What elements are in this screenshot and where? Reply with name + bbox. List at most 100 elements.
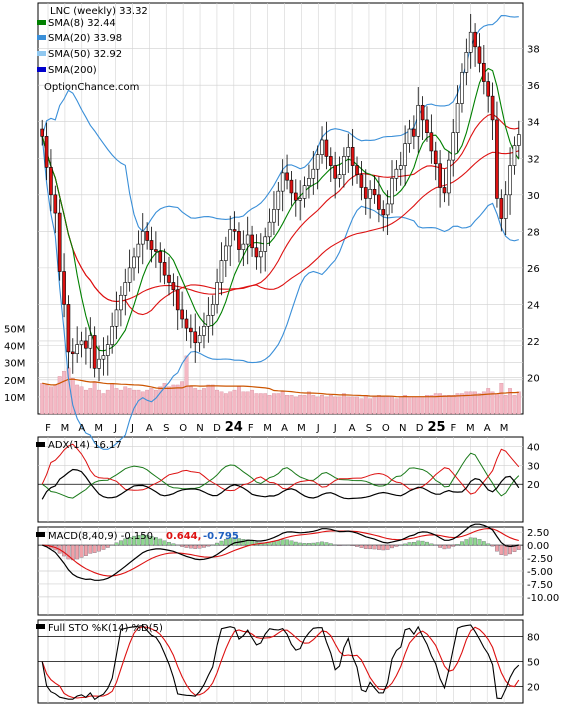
macd-histogram-bar (62, 544, 66, 557)
sma8-line (41, 67, 520, 352)
candle-body (442, 187, 447, 194)
macd-histogram-bar (429, 543, 434, 546)
volume-bar (228, 391, 233, 415)
candle-body (394, 168, 399, 179)
sto-k-line (41, 624, 520, 701)
candle-body (285, 172, 289, 181)
volume-bar (289, 395, 294, 415)
candle-body (140, 231, 145, 245)
macd-histogram-bar (390, 544, 394, 549)
macd-histogram-bar (285, 539, 289, 546)
macd-histogram-bar (105, 544, 110, 548)
volume-bar (254, 393, 259, 415)
macd-histogram-bar (202, 544, 206, 548)
sto-legend: Full STO %K(14) %D(5) (36, 623, 163, 634)
candle-body (219, 260, 224, 283)
candle-body (355, 165, 359, 176)
candle-body (438, 163, 442, 188)
candle-body (136, 243, 141, 258)
volume-bar (394, 398, 399, 415)
candle-body (75, 344, 79, 355)
candle-body (359, 174, 364, 188)
macd-histogram-bar (114, 542, 119, 546)
candle-body (363, 187, 368, 199)
adx-minus-di-line (41, 443, 520, 495)
macd-histogram-bar (455, 544, 460, 546)
macd-histogram-bar (311, 542, 316, 546)
volume-bar (298, 395, 303, 415)
adx-tick-label: 40 (527, 442, 540, 453)
candle-body (403, 143, 407, 166)
macd-histogram-bar (193, 544, 198, 549)
macd-histogram-bar (162, 540, 167, 546)
volume-bar (49, 386, 53, 415)
volume-bar (193, 388, 198, 415)
macd-hist-value: -0.795 (203, 531, 239, 542)
candle-body (189, 327, 193, 333)
volume-bar (398, 396, 403, 415)
adx-tick-label: 20 (527, 480, 540, 491)
legend-swatch-sma20 (37, 35, 46, 40)
macd-histogram-bar (320, 541, 324, 546)
candle-body (377, 194, 381, 210)
adx-line (41, 468, 520, 500)
candle-body (368, 189, 372, 199)
volume-bar (420, 396, 425, 415)
macd-tick-label: 2.50 (527, 528, 549, 539)
x-tick-label: F (45, 423, 51, 434)
volume-bar (114, 388, 119, 415)
volume-bar (455, 393, 460, 415)
macd-histogram-bar (245, 539, 250, 546)
macd-histogram-bar (438, 544, 443, 548)
candle-body (516, 134, 521, 146)
price-panel-frame (37, 2, 524, 415)
x-tick-label: M (297, 423, 306, 434)
candle-body (416, 104, 421, 137)
legend-sma200: SMA(200) (48, 65, 97, 76)
macd-histogram-bar (158, 538, 163, 546)
macd-histogram-bar (302, 543, 307, 546)
x-tick-label: A (484, 423, 491, 434)
volume-bar (302, 395, 307, 415)
price-tick-label: 20 (527, 373, 540, 384)
volume-bar (486, 388, 491, 415)
candle-body (66, 304, 71, 353)
x-tick-label: J (113, 423, 117, 434)
volume-bar (468, 391, 473, 415)
candle-body (53, 194, 58, 214)
volume-bar (127, 388, 132, 415)
macd-histogram-bar (84, 544, 88, 556)
candle-body (184, 318, 189, 329)
candle-body (162, 262, 167, 276)
candle-body (254, 247, 259, 258)
grid-lines (38, 3, 523, 703)
candle-body (276, 190, 281, 210)
macd-histogram-bar (123, 538, 128, 546)
macd-histogram-bar (403, 543, 408, 546)
volume-bar (508, 388, 512, 415)
candle-body (228, 229, 233, 247)
candle-body (193, 331, 198, 344)
macd-histogram-bar (75, 544, 80, 560)
macd-histogram-bar (381, 544, 386, 551)
candle-body (429, 132, 434, 152)
candle-body (477, 46, 482, 64)
price-legend: LNC (weekly) 33.32 SMA(8) 32.44 SMA(20) … (37, 6, 148, 93)
adx-title: ADX(14) 16.17 (48, 440, 122, 451)
volume-bar (464, 391, 469, 415)
macd-signal-line (42, 528, 519, 577)
volume-bar (446, 395, 451, 415)
macd-title: MACD(8,40,9) -0.150, (48, 531, 156, 542)
candle-body (232, 229, 237, 232)
volume-bar (136, 389, 141, 415)
volume-bar (175, 384, 180, 415)
candle-body (473, 31, 477, 48)
macd-histogram-bar (477, 539, 482, 546)
volume-bar (180, 381, 185, 415)
legend-swatch-sma50 (37, 51, 46, 56)
macd-histogram-bar (394, 544, 399, 547)
candle-body (320, 139, 324, 155)
volume-bar (44, 384, 49, 415)
volume-bar (232, 389, 237, 415)
candle-body (460, 72, 464, 104)
